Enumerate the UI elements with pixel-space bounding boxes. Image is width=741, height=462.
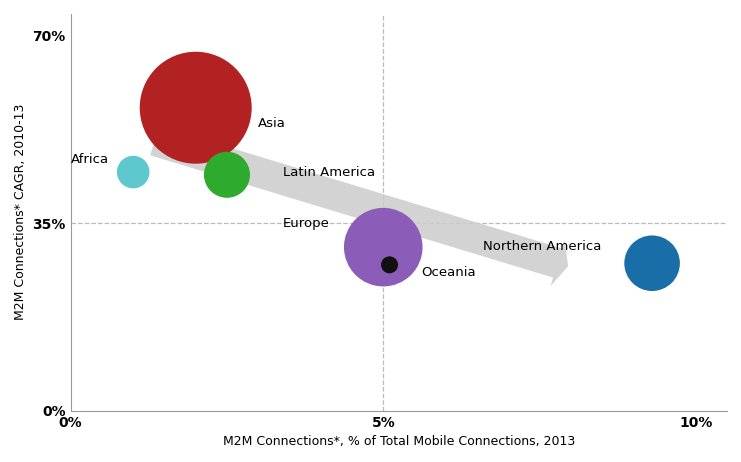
Text: Africa: Africa xyxy=(70,153,109,166)
Y-axis label: M2M Connections* CAGR, 2010-13: M2M Connections* CAGR, 2010-13 xyxy=(14,104,27,321)
X-axis label: M2M Connections*, % of Total Mobile Connections, 2013: M2M Connections*, % of Total Mobile Conn… xyxy=(223,435,575,448)
Text: Asia: Asia xyxy=(258,117,286,130)
Point xyxy=(190,104,202,111)
Text: Latin America: Latin America xyxy=(283,165,376,179)
Point xyxy=(384,261,396,268)
Point xyxy=(127,168,139,176)
Text: Northern America: Northern America xyxy=(483,240,602,253)
Text: Oceania: Oceania xyxy=(421,266,476,279)
Point xyxy=(377,243,389,251)
Text: Europe: Europe xyxy=(283,217,330,230)
Point xyxy=(221,171,233,178)
Point xyxy=(646,260,658,267)
